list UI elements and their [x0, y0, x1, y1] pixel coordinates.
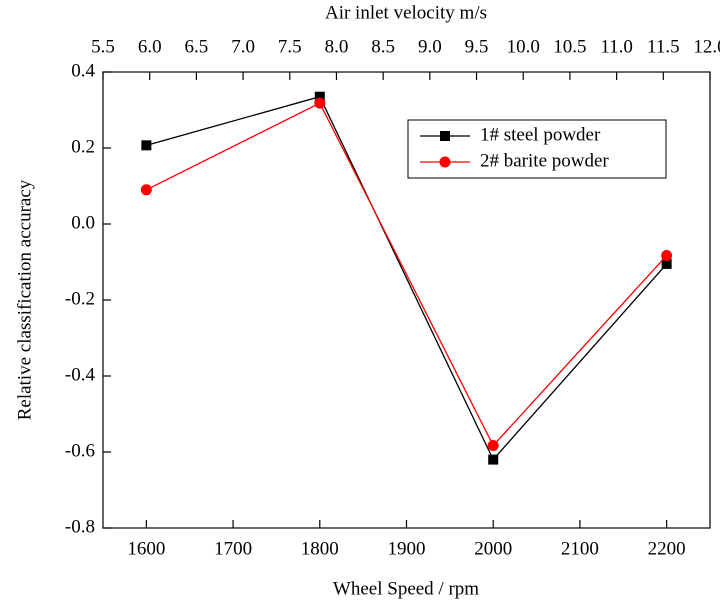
legend-label: 2# barite powder [480, 150, 609, 171]
legend-label: 1# steel powder [480, 124, 601, 145]
y-tick-label: 0.2 [71, 136, 95, 157]
legend-marker [439, 156, 451, 168]
x2-tick-label: 7.5 [278, 36, 302, 57]
y-tick-label: -0.4 [65, 364, 96, 385]
x2-axis-title: Air inlet velocity m/s [325, 2, 487, 23]
x2-tick-label: 8.5 [371, 36, 395, 57]
marker [487, 440, 499, 452]
x2-tick-label: 6.0 [138, 36, 162, 57]
y-tick-label: -0.8 [65, 516, 95, 537]
marker [141, 140, 152, 151]
y-tick-label: 0.0 [71, 212, 95, 233]
marker [488, 454, 499, 465]
x2-tick-label: 7.0 [231, 36, 255, 57]
x2-tick-label: 9.5 [465, 36, 489, 57]
x-axis-title: Wheel Speed / rpm [333, 578, 479, 599]
x-tick-label: 2000 [474, 538, 512, 559]
x2-tick-label: 11.0 [600, 36, 633, 57]
x-tick-label: 1700 [214, 538, 252, 559]
marker [314, 91, 325, 102]
x2-tick-label: 11.5 [647, 36, 680, 57]
marker [314, 97, 326, 109]
x2-tick-label: 5.5 [91, 36, 115, 57]
legend-marker [440, 131, 450, 141]
x-tick-label: 1800 [301, 538, 339, 559]
marker [140, 184, 152, 196]
series-line [146, 95, 668, 461]
x2-tick-label: 6.5 [185, 36, 209, 57]
x-tick-label: 1900 [388, 538, 426, 559]
x2-tick-label: 10.0 [507, 36, 540, 57]
x2-tick-label: 8.0 [325, 36, 349, 57]
marker [661, 258, 672, 269]
y-axis-title: Relative classification accuracy [14, 179, 35, 420]
series-line [146, 102, 668, 447]
x2-tick-label: 12.0 [693, 36, 720, 57]
y-tick-label: -0.6 [65, 440, 95, 461]
x2-tick-label: 10.5 [553, 36, 586, 57]
marker [661, 250, 673, 262]
x-tick-label: 2200 [648, 538, 686, 559]
x2-tick-label: 9.0 [418, 36, 442, 57]
y-tick-label: -0.2 [65, 288, 95, 309]
x-tick-label: 1600 [127, 538, 165, 559]
y-tick-label: 0.4 [71, 60, 95, 81]
x-tick-label: 2100 [561, 538, 599, 559]
legend-box [407, 119, 667, 179]
